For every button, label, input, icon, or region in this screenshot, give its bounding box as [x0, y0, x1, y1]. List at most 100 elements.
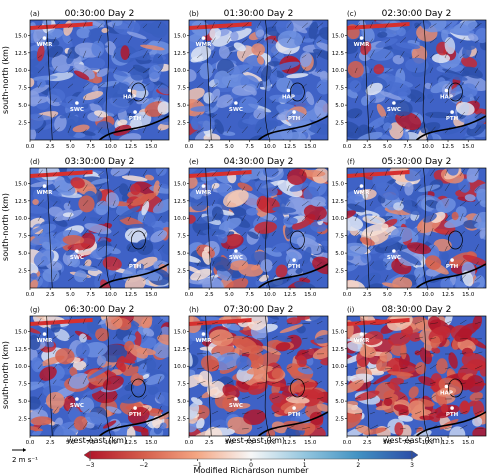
wind-vector: [67, 212, 72, 222]
wind-vector: [429, 381, 436, 385]
wind-vector: [37, 199, 44, 207]
wind-vector: [127, 216, 131, 222]
field-patch: [371, 260, 388, 271]
wind-vector: [157, 198, 163, 207]
wind-vector: [37, 246, 42, 252]
wind-vector: [127, 53, 131, 59]
field-patch: [102, 420, 117, 429]
wind-vector: [97, 126, 103, 134]
wind-vector: [414, 67, 418, 74]
wind-vector: [444, 183, 450, 192]
wind-vector: [241, 84, 247, 89]
field-patch: [85, 411, 108, 425]
site-label: WMR: [196, 42, 213, 48]
field-patch: [159, 422, 167, 430]
wind-vector: [97, 97, 104, 104]
wind-vector: [37, 378, 43, 385]
wind-vector: [142, 245, 147, 252]
field-patch: [189, 402, 200, 420]
x-tick-label: 7.5: [245, 440, 254, 446]
field-patch: [461, 352, 486, 371]
wind-vector: [52, 51, 59, 59]
field-patch: [157, 84, 169, 95]
wind-vector: [369, 396, 376, 400]
x-tick-label: 12.5: [442, 440, 455, 446]
field-patch: [130, 183, 141, 196]
x-tick-label: 5.0: [225, 144, 234, 150]
wind-vector: [369, 245, 376, 252]
wind-vector: [444, 383, 452, 385]
x-tick-label: 10.0: [422, 292, 435, 298]
field-patch: [321, 240, 328, 247]
field-patch: [360, 345, 376, 358]
wind-vector: [444, 169, 448, 177]
wind-vector: [414, 411, 422, 415]
site-marker: [75, 101, 79, 105]
terrain-contour: [264, 316, 270, 436]
wind-vector: [384, 274, 389, 282]
wind-vector: [414, 350, 422, 355]
wind-vector: [256, 37, 265, 44]
wind-vector: [414, 84, 421, 89]
field-patch: [305, 91, 315, 106]
wind-vector: [316, 276, 323, 282]
richardson-field: [189, 20, 328, 140]
wind-vector: [414, 365, 422, 370]
wind-vector: [384, 128, 390, 134]
wind-vector: [82, 95, 87, 104]
wind-vector: [82, 245, 90, 252]
panel-title: 05:30:00 Day 2: [382, 157, 452, 167]
wind-vector: [429, 394, 436, 400]
wind-vector: [316, 201, 321, 207]
wind-vector: [301, 215, 308, 222]
red-strip: [189, 170, 252, 178]
x-tick-label: 10.0: [264, 440, 277, 446]
wind-vector: [82, 421, 89, 430]
wind-vector: [459, 396, 466, 400]
field-patch: [91, 40, 105, 57]
wind-vector: [211, 321, 218, 325]
field-patch: [30, 128, 37, 140]
wind-vector: [444, 260, 449, 267]
y-tick-label: 12.5: [332, 51, 345, 57]
wind-vector: [52, 216, 57, 222]
field-patch: [214, 352, 241, 371]
x-tick-label: 2.5: [46, 440, 55, 446]
wind-vector: [52, 113, 57, 119]
wind-vector: [82, 261, 88, 267]
y-tick-label: 5.0: [177, 399, 186, 405]
wind-vector: [301, 351, 309, 355]
field-patch: [30, 84, 50, 96]
wind-vector: [67, 348, 72, 355]
wind-vector: [459, 68, 465, 74]
field-patch: [394, 422, 404, 436]
wind-vector: [112, 231, 120, 237]
wind-vector: [369, 98, 375, 104]
terrain-contour: [448, 378, 463, 398]
wind-vector: [384, 51, 392, 59]
wind-vector: [127, 66, 135, 74]
wind-vector: [399, 335, 406, 340]
field-patch: [408, 386, 419, 399]
field-patch: [141, 200, 150, 216]
field-patch: [36, 79, 46, 88]
panel-letter: (c): [347, 10, 357, 18]
wind-vector: [241, 186, 246, 192]
wind-vector: [256, 365, 265, 370]
wind-vector: [414, 127, 420, 134]
field-patch: [189, 369, 196, 377]
wind-vector: [52, 36, 57, 44]
wind-vector: [82, 364, 89, 370]
field-patch: [54, 115, 67, 132]
wind-vector: [142, 422, 150, 430]
field-patch: [286, 73, 309, 79]
field-patch: [360, 41, 372, 56]
panel-b: WMR HAP SWC PTH (b) 01:30:00 Day 2 0.0 2.5 5.0 7.…: [174, 9, 329, 150]
field-patch: [147, 386, 159, 395]
y-tick-label: 12.5: [15, 199, 28, 205]
site-label: HAP: [440, 95, 453, 101]
wind-vector: [429, 53, 435, 59]
wind-vector: [37, 66, 45, 74]
wind-vector: [82, 184, 88, 192]
wind-vector: [256, 260, 261, 267]
